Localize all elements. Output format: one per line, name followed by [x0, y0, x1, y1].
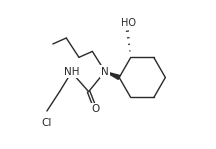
- Text: N: N: [101, 66, 109, 77]
- Text: Cl: Cl: [42, 118, 52, 128]
- Text: HO: HO: [121, 18, 136, 28]
- Text: O: O: [91, 104, 99, 114]
- Text: NH: NH: [64, 67, 79, 77]
- Polygon shape: [105, 72, 120, 79]
